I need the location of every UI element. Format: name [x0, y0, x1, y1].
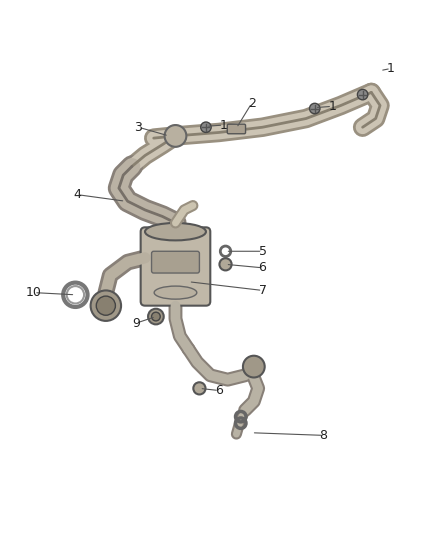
FancyBboxPatch shape: [141, 228, 210, 305]
Circle shape: [201, 122, 211, 133]
Circle shape: [243, 356, 265, 377]
Ellipse shape: [154, 286, 197, 299]
Text: 4: 4: [74, 188, 81, 201]
Text: 5: 5: [258, 245, 266, 258]
Circle shape: [357, 90, 368, 100]
Text: 10: 10: [26, 286, 42, 299]
Text: 1: 1: [219, 118, 227, 132]
Text: 6: 6: [215, 384, 223, 397]
Text: 1: 1: [387, 62, 395, 75]
Text: 7: 7: [258, 284, 266, 297]
FancyBboxPatch shape: [152, 251, 199, 273]
Text: 2: 2: [248, 97, 256, 110]
Circle shape: [310, 103, 320, 114]
Ellipse shape: [145, 223, 206, 240]
Circle shape: [91, 290, 121, 321]
Text: 8: 8: [319, 429, 328, 442]
FancyBboxPatch shape: [227, 124, 246, 134]
Circle shape: [219, 258, 232, 270]
Text: 1: 1: [328, 100, 336, 113]
Circle shape: [96, 296, 116, 315]
Text: 3: 3: [134, 121, 142, 134]
Circle shape: [148, 309, 164, 325]
Text: 6: 6: [258, 261, 266, 274]
Circle shape: [193, 382, 205, 394]
Text: 9: 9: [132, 317, 140, 329]
Circle shape: [165, 125, 186, 147]
Circle shape: [152, 312, 160, 321]
